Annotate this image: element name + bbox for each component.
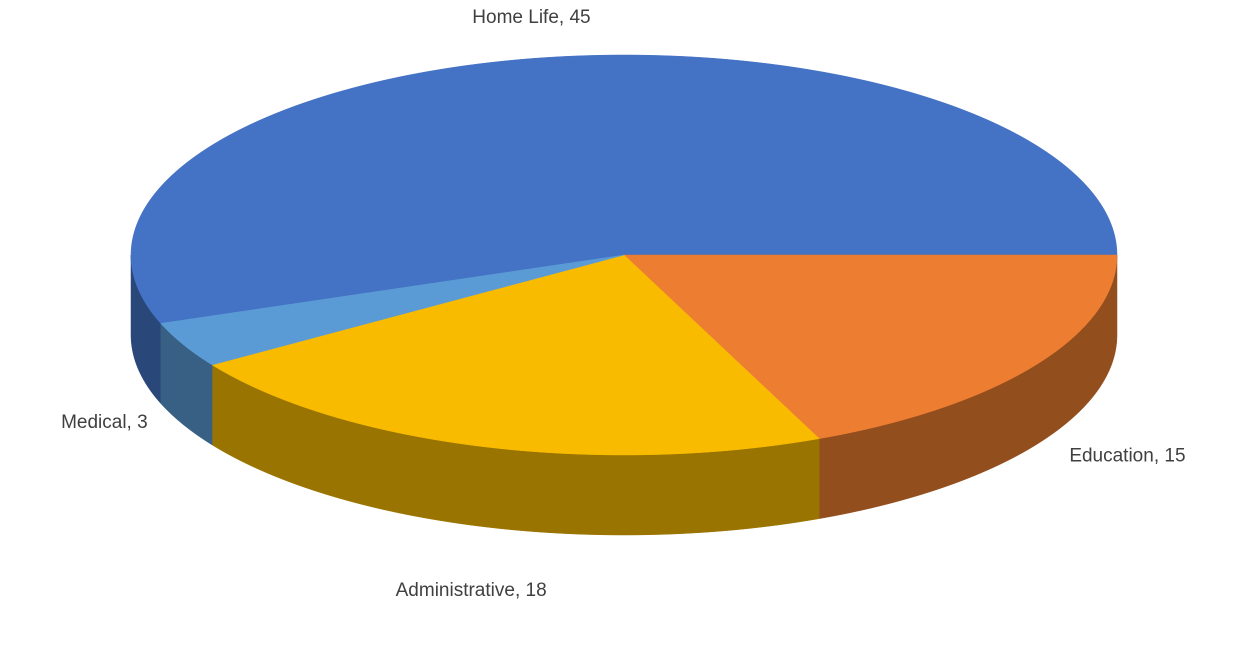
data-label: Administrative, 18: [396, 580, 547, 601]
data-label: Home Life, 45: [472, 7, 590, 28]
pie-slice: [130, 54, 1118, 324]
data-label: Medical, 3: [61, 412, 148, 433]
pie-slice: [211, 254, 820, 456]
pie-slice: [160, 254, 625, 366]
slice-sides: [130, 254, 1118, 536]
data-label: Education, 15: [1069, 445, 1185, 466]
slice-tops: [130, 54, 1118, 456]
pie-slice: [623, 254, 1118, 439]
